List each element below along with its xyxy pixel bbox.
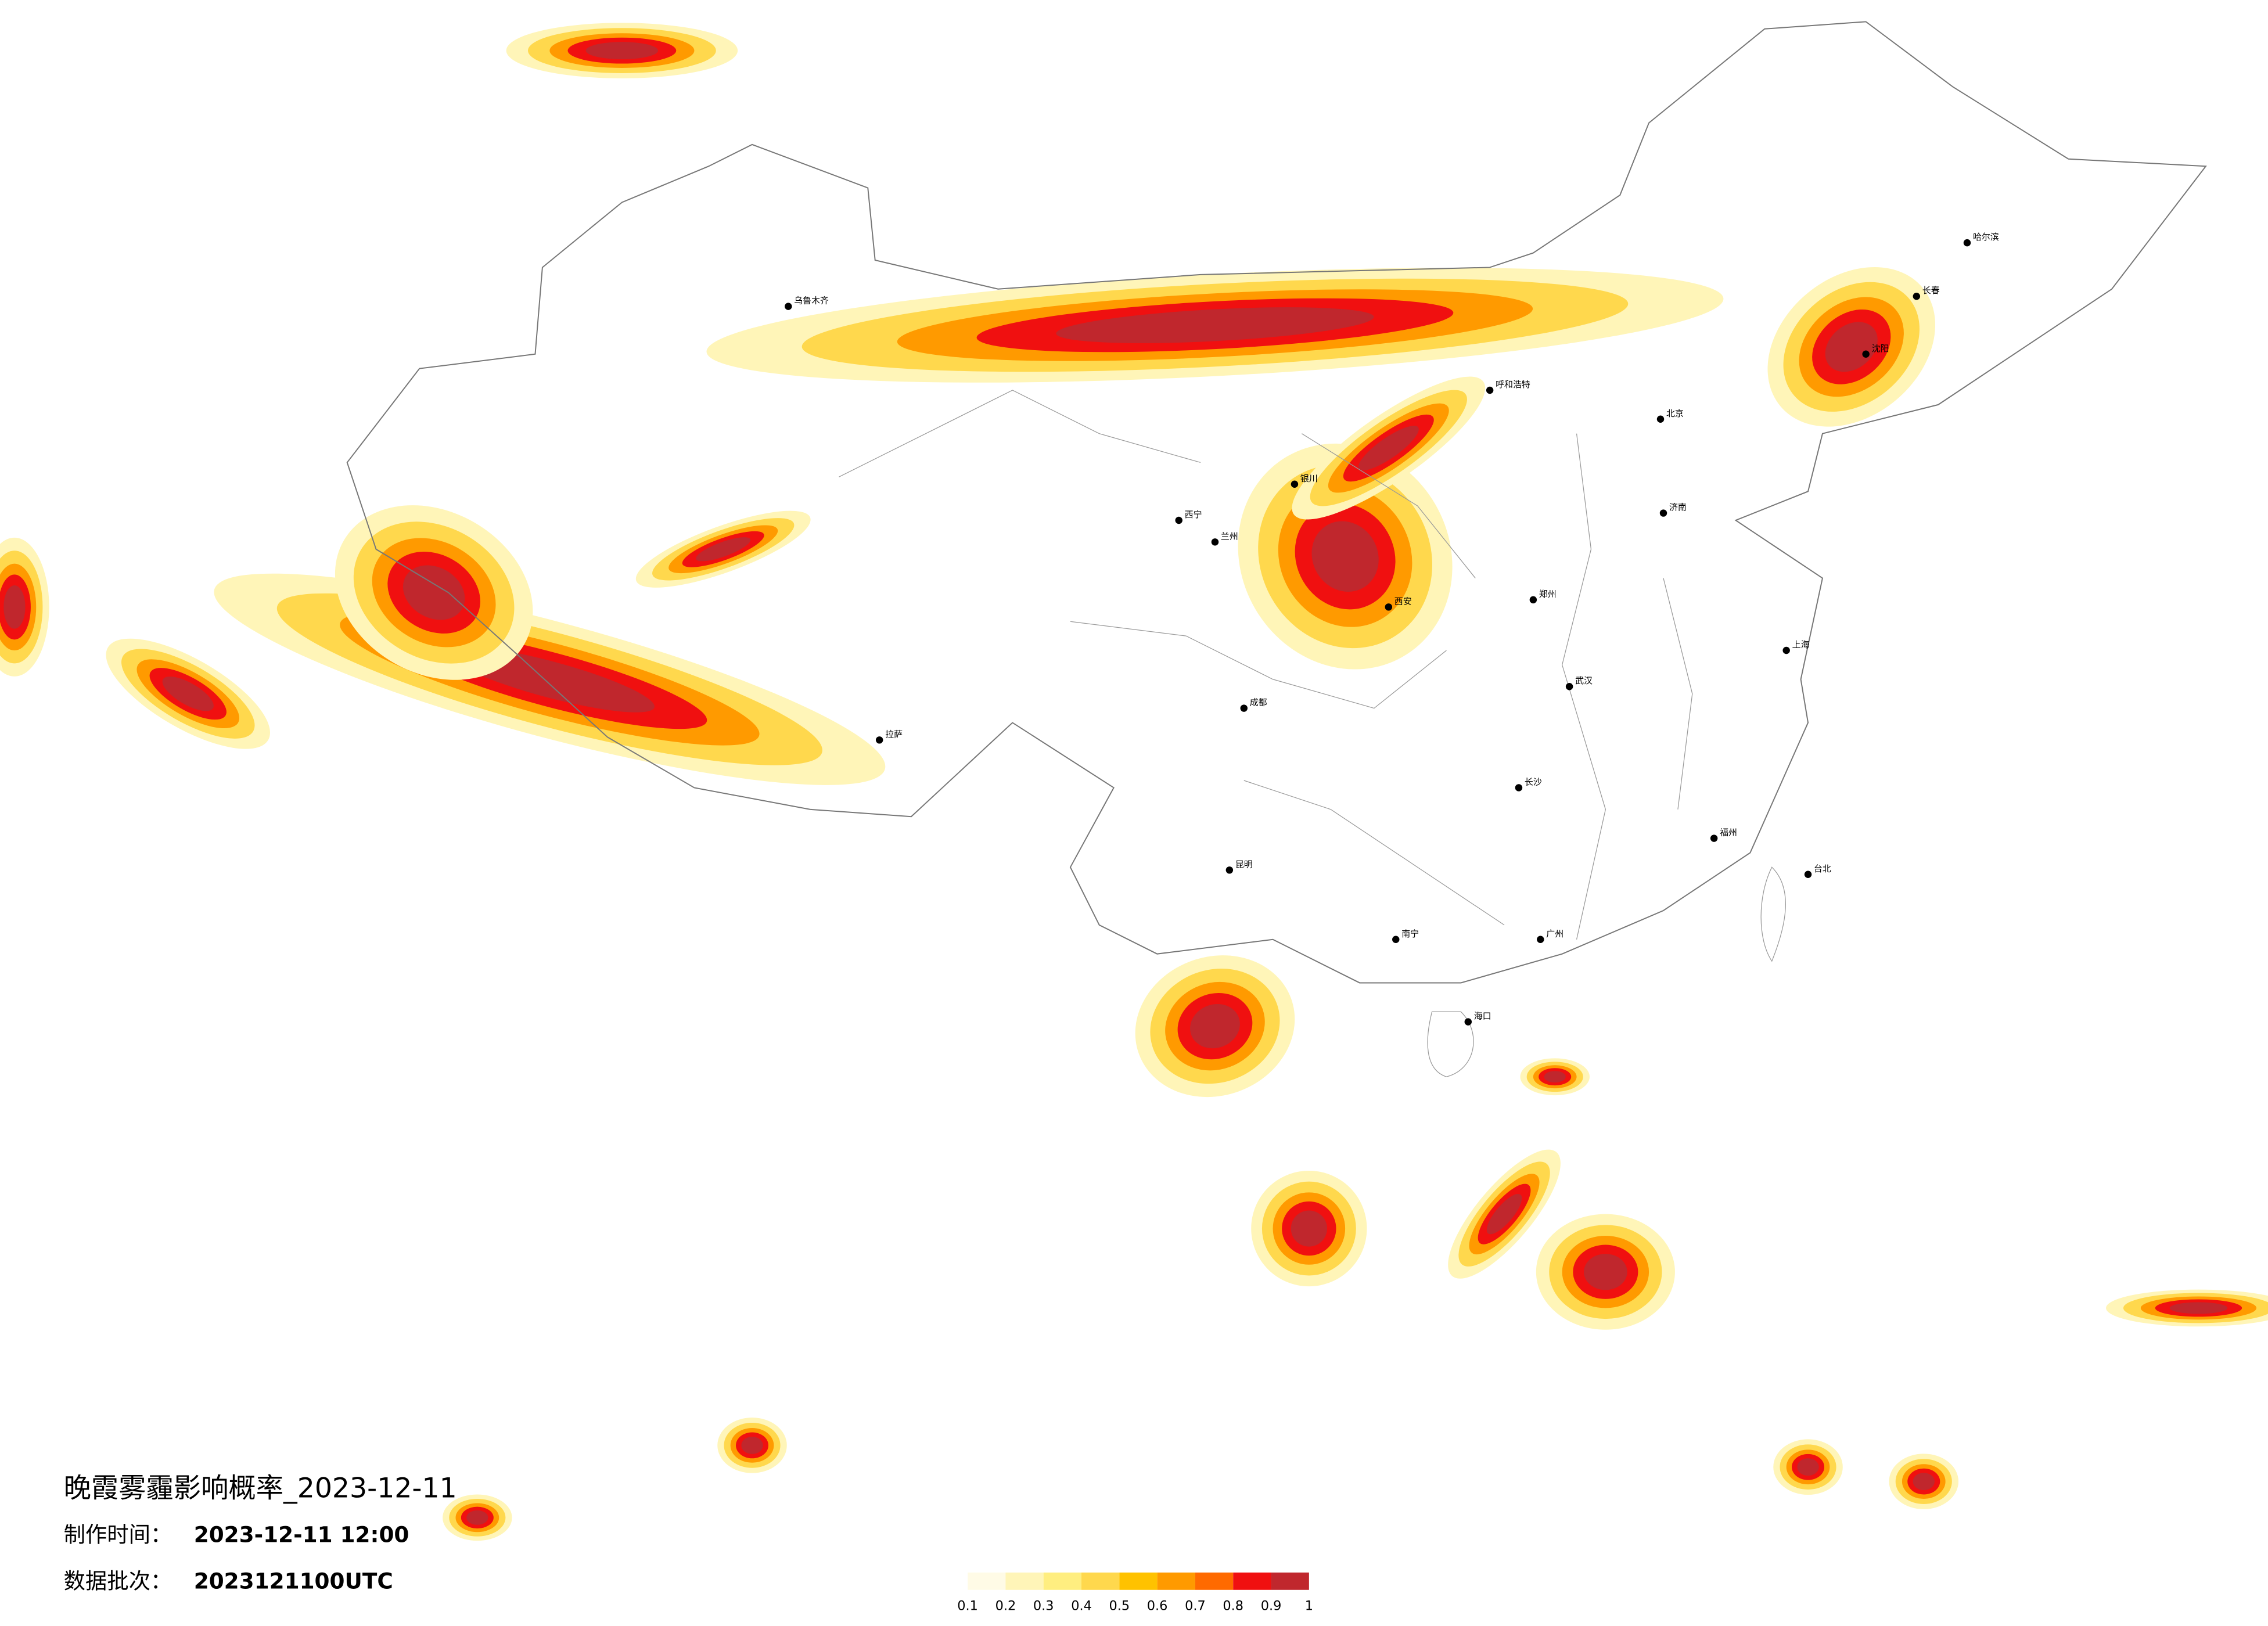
haze-area bbox=[466, 1510, 488, 1525]
colorbar-swatch bbox=[1005, 1572, 1044, 1590]
city-dot bbox=[1464, 1018, 1472, 1026]
city-dot bbox=[1529, 596, 1537, 604]
map-title: 晚霞雾霾影响概率_2023-12-11 bbox=[64, 1473, 457, 1505]
city-label: 哈尔滨 bbox=[1973, 232, 1999, 242]
city-label: 沈阳 bbox=[1872, 343, 1889, 354]
colorbar-swatch bbox=[1043, 1572, 1082, 1590]
city-label: 上海 bbox=[1792, 639, 1810, 650]
colorbar-tick-label: 0.1 bbox=[957, 1599, 978, 1614]
haze-area bbox=[1311, 521, 1379, 592]
colorbar-tick-label: 0.4 bbox=[1071, 1599, 1092, 1614]
haze-area bbox=[696, 537, 751, 562]
city-dot bbox=[1913, 293, 1921, 300]
city-label: 北京 bbox=[1666, 408, 1684, 419]
province-borders bbox=[839, 390, 1786, 1077]
colorbar-tick-label: 0.7 bbox=[1185, 1599, 1206, 1614]
colorbar-swatch bbox=[1157, 1572, 1195, 1590]
city-dot bbox=[1175, 516, 1182, 524]
haze-area bbox=[402, 565, 465, 620]
colorbar-tick-label: 0.2 bbox=[995, 1599, 1016, 1614]
haze-area bbox=[1913, 1473, 1935, 1491]
colorbar: 0.1 0.2 0.3 0.4 0.5 0.6 0.7 0.8 0.9 1 bbox=[957, 1572, 1313, 1614]
haze-area bbox=[3, 585, 26, 629]
city-label: 福州 bbox=[1720, 828, 1737, 838]
haze-area bbox=[1486, 1193, 1522, 1235]
haze-area bbox=[1358, 426, 1419, 470]
haze-area bbox=[1797, 1458, 1819, 1476]
city-label: 拉萨 bbox=[885, 729, 903, 739]
city-dot bbox=[1240, 704, 1248, 712]
city-label: 郑州 bbox=[1539, 589, 1557, 599]
city-label: 乌鲁木齐 bbox=[794, 296, 829, 306]
colorbar-swatch bbox=[1119, 1572, 1158, 1590]
city-label: 南宁 bbox=[1401, 929, 1419, 939]
city-dot bbox=[1392, 936, 1400, 943]
city-dot bbox=[1862, 350, 1870, 358]
made-label: 制作时间： bbox=[64, 1522, 172, 1548]
colorbar-swatch bbox=[1081, 1572, 1120, 1590]
city-label: 成都 bbox=[1250, 697, 1267, 708]
city-dot bbox=[1291, 480, 1299, 488]
haze-area bbox=[1584, 1254, 1627, 1290]
colorbar-tick-label: 0.6 bbox=[1147, 1599, 1168, 1614]
city-label: 呼和浩特 bbox=[1496, 379, 1530, 390]
haze-area bbox=[1544, 1071, 1566, 1083]
city-dot bbox=[785, 303, 792, 310]
city-dot bbox=[1659, 509, 1667, 517]
city-dot bbox=[1537, 936, 1544, 943]
haze-area bbox=[162, 676, 214, 711]
colorbar-tick-label: 0.5 bbox=[1109, 1599, 1130, 1614]
city-label: 台北 bbox=[1814, 864, 1831, 874]
city-dot bbox=[1565, 683, 1573, 690]
colorbar-tick-label: 0.3 bbox=[1033, 1599, 1054, 1614]
colorbar-swatch bbox=[1195, 1572, 1234, 1590]
haze-area bbox=[2169, 1302, 2228, 1314]
haze-area bbox=[1825, 322, 1878, 372]
city-label: 银川 bbox=[1300, 473, 1318, 484]
colorbar-swatch bbox=[968, 1572, 1006, 1590]
city-label: 西安 bbox=[1394, 596, 1412, 606]
colorbar-tick-label: 0.8 bbox=[1223, 1599, 1243, 1614]
batch-label: 数据批次： bbox=[64, 1568, 172, 1593]
city-dot bbox=[1656, 415, 1665, 423]
haze-area bbox=[585, 42, 659, 60]
haze-area bbox=[1190, 1003, 1240, 1049]
batch-value: 2023121100UTC bbox=[194, 1568, 393, 1593]
made-time: 2023-12-11 12:00 bbox=[194, 1522, 409, 1548]
city-dot bbox=[1804, 870, 1812, 878]
city-label: 长沙 bbox=[1525, 776, 1542, 787]
city-label: 西宁 bbox=[1185, 509, 1202, 520]
colorbar-swatch bbox=[1271, 1572, 1309, 1590]
country-outline bbox=[346, 21, 2207, 984]
city-label: 济南 bbox=[1669, 502, 1687, 513]
city-dot bbox=[1515, 784, 1523, 792]
city-label: 武汉 bbox=[1575, 675, 1593, 686]
city-label: 兰州 bbox=[1221, 531, 1238, 541]
city-dot bbox=[1710, 834, 1718, 842]
city-dot bbox=[1385, 603, 1393, 611]
colorbar-tick-label: 0.9 bbox=[1261, 1599, 1282, 1614]
colorbar-swatch bbox=[1233, 1572, 1271, 1590]
city-dot bbox=[1486, 386, 1494, 394]
city-label: 长春 bbox=[1922, 285, 1940, 296]
haze-area bbox=[741, 1436, 763, 1454]
city-label: 海口 bbox=[1474, 1011, 1491, 1021]
haze-probability-field bbox=[0, 23, 2268, 1541]
city-dot bbox=[1211, 538, 1219, 546]
city-dot bbox=[875, 736, 883, 744]
colorbar-tick-label: 1 bbox=[1305, 1599, 1313, 1614]
city-label: 广州 bbox=[1546, 929, 1563, 939]
haze-area bbox=[1291, 1210, 1327, 1247]
city-dot bbox=[1225, 866, 1234, 874]
haze-area bbox=[1056, 307, 1374, 343]
city-dot bbox=[1963, 239, 1971, 247]
city-label: 昆明 bbox=[1235, 859, 1253, 869]
city-dot bbox=[1782, 646, 1790, 654]
